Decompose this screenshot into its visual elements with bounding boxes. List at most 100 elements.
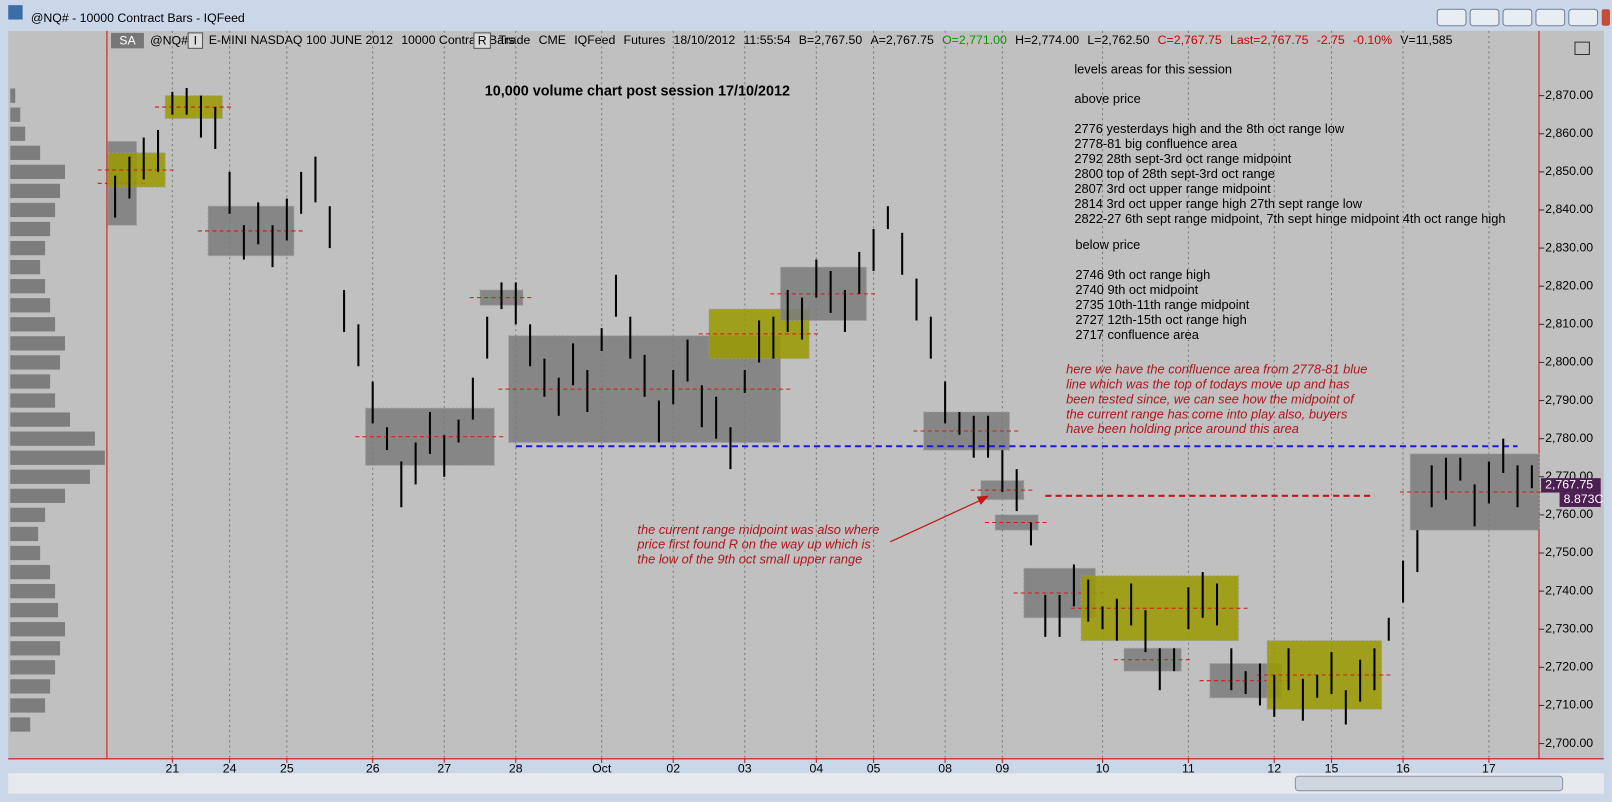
sa-button[interactable] (111, 32, 144, 49)
window-title: @NQ# - 10000 Contract Bars - IQFeed (31, 11, 245, 25)
x-tick-label: 03 (738, 761, 752, 775)
volume-bar (10, 202, 56, 218)
quote-field: 18/10/2012 (674, 33, 736, 47)
window-button[interactable] (1469, 8, 1500, 27)
volume-bar (10, 431, 95, 446)
volume-bar (10, 717, 31, 732)
x-tick-label: 11 (1182, 761, 1195, 775)
x-tick-label: Oct (592, 761, 612, 775)
note-line: 2792 28th sept-3rd oct range midpoint (1074, 151, 1291, 166)
quote-field: H=2,774.00 (1015, 33, 1079, 47)
quote-field: 11:55:54 (743, 33, 790, 47)
minimize-button[interactable] (1535, 8, 1566, 27)
note-line: 2800 top of 28th sept-3rd oct range (1074, 166, 1275, 181)
note-line: 2778-81 big confluence area (1074, 136, 1238, 151)
note-line: 2717 confluence area (1075, 327, 1199, 342)
session-notes: levels areas for this session above price… (636, 61, 1505, 566)
sa-label: SA (119, 33, 136, 47)
quote-field: Futures (624, 33, 666, 47)
chart-background (8, 30, 1604, 759)
window-buttons (1436, 8, 1610, 27)
notes-subheading: below price (1075, 237, 1140, 252)
volume-bar (10, 698, 46, 713)
volume-bar (10, 374, 51, 389)
note-line: 2822-27 6th sept range midpoint, 7th sep… (1074, 211, 1505, 226)
timer: 8.873C (1564, 492, 1604, 506)
y-tick-label: 2,830.00 (1545, 240, 1593, 254)
y-tick-label: 2,750.00 (1545, 545, 1593, 559)
i-button[interactable] (187, 32, 204, 49)
volume-bar (10, 107, 21, 122)
x-tick-label: 26 (366, 761, 380, 775)
arrow (890, 499, 983, 543)
r-label: R (478, 33, 487, 47)
volume-bar (10, 88, 16, 103)
quote-field: A=2,767.75 (870, 33, 934, 47)
y-tick-label: 2,800.00 (1545, 355, 1593, 369)
symbol: @NQ# (150, 33, 188, 47)
note-line: 2740 9th oct midpoint (1075, 282, 1198, 297)
r-button[interactable] (473, 32, 491, 49)
volume-bar (10, 450, 105, 465)
volume-bar (10, 298, 51, 313)
volume-bar (10, 660, 56, 675)
y-tick-label: 2,710.00 (1545, 698, 1593, 712)
y-tick-label: 2,810.00 (1545, 317, 1593, 331)
x-tick-label: 28 (509, 761, 523, 775)
x-tick-label: 04 (809, 761, 823, 775)
volume-bar (10, 622, 66, 637)
comment-line: have been holding price around this area (1066, 421, 1299, 436)
volume-bar (10, 240, 46, 256)
y-tick-label: 2,720.00 (1545, 660, 1593, 674)
volume-bar (10, 545, 41, 561)
volume-bar (10, 145, 41, 160)
x-tick-label: 09 (996, 761, 1010, 775)
comment-line: here we have the confluence area from 27… (1066, 362, 1367, 377)
volume-bar (10, 507, 46, 523)
quote-field: C=2,767.75 (1158, 33, 1222, 47)
quote-field: Last=2,767.75 (1230, 33, 1309, 47)
volume-bar (10, 317, 56, 332)
comment-line: the current range midpoint was also wher… (637, 522, 879, 537)
x-tick-label: 24 (223, 761, 237, 775)
volume-bar (10, 260, 41, 275)
note-line: 2746 9th oct range high (1075, 267, 1210, 282)
volume-bar (10, 412, 71, 427)
x-tick-label: 15 (1325, 761, 1339, 775)
window-button[interactable] (1502, 8, 1533, 27)
desc: E-MINI NASDAQ 100 JUNE 2012 (209, 33, 393, 47)
x-tick-label: 21 (165, 761, 179, 775)
x-tick-label: 25 (280, 761, 294, 775)
volume-bar (10, 641, 61, 656)
scroll-thumb[interactable] (1294, 775, 1564, 792)
chart-title: 10,000 volume chart post session 17/10/2… (485, 83, 790, 99)
x-tick-label: 02 (666, 761, 680, 775)
comment-line: line which was the top of todays move up… (1066, 376, 1350, 391)
scrollbar[interactable] (8, 773, 1604, 794)
y-tick-label: 2,700.00 (1545, 736, 1593, 750)
volume-bar (10, 488, 66, 503)
y-tick-label: 2,860.00 (1545, 126, 1593, 140)
volume-bar (10, 336, 66, 351)
volume-bar (10, 679, 51, 694)
quote-field: L=2,762.50 (1087, 33, 1149, 47)
x-tick-label: 17 (1482, 761, 1496, 775)
y-tick-label: 2,820.00 (1545, 278, 1593, 292)
plot: 21 24 25 26 27 28 Oct 02 03 04 05 08 09 10 11 12 15 16 17 2… (8, 30, 1604, 775)
volume-bar (10, 126, 26, 141)
panel-icon[interactable] (1574, 41, 1590, 56)
y-tick-label: 2,740.00 (1545, 583, 1593, 597)
volume-bar (10, 355, 61, 370)
x-tick-label: 08 (938, 761, 952, 775)
y-tick-label: 2,850.00 (1545, 164, 1593, 178)
window-button[interactable] (1436, 8, 1467, 27)
y-tick-label: 2,780.00 (1545, 431, 1593, 445)
close-button[interactable] (1601, 9, 1610, 26)
quote-field: -2.75 (1317, 33, 1345, 47)
comment-line: been tested since, we can see how the mi… (1066, 391, 1355, 406)
y-tick-label: 2,870.00 (1545, 88, 1593, 102)
maximize-button[interactable] (1568, 8, 1599, 27)
price-tag-bg (1541, 478, 1601, 493)
desc: 10000 Contract Bars (401, 33, 514, 47)
